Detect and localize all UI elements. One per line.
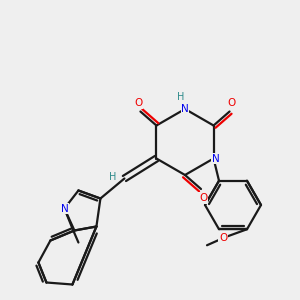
Text: N: N (181, 104, 189, 114)
Text: O: O (199, 193, 207, 203)
Text: H: H (177, 92, 185, 102)
Text: N: N (212, 154, 220, 164)
Text: H: H (109, 172, 116, 182)
Text: O: O (219, 233, 227, 243)
Text: O: O (227, 98, 236, 109)
Text: N: N (61, 203, 68, 214)
Text: O: O (134, 98, 142, 109)
